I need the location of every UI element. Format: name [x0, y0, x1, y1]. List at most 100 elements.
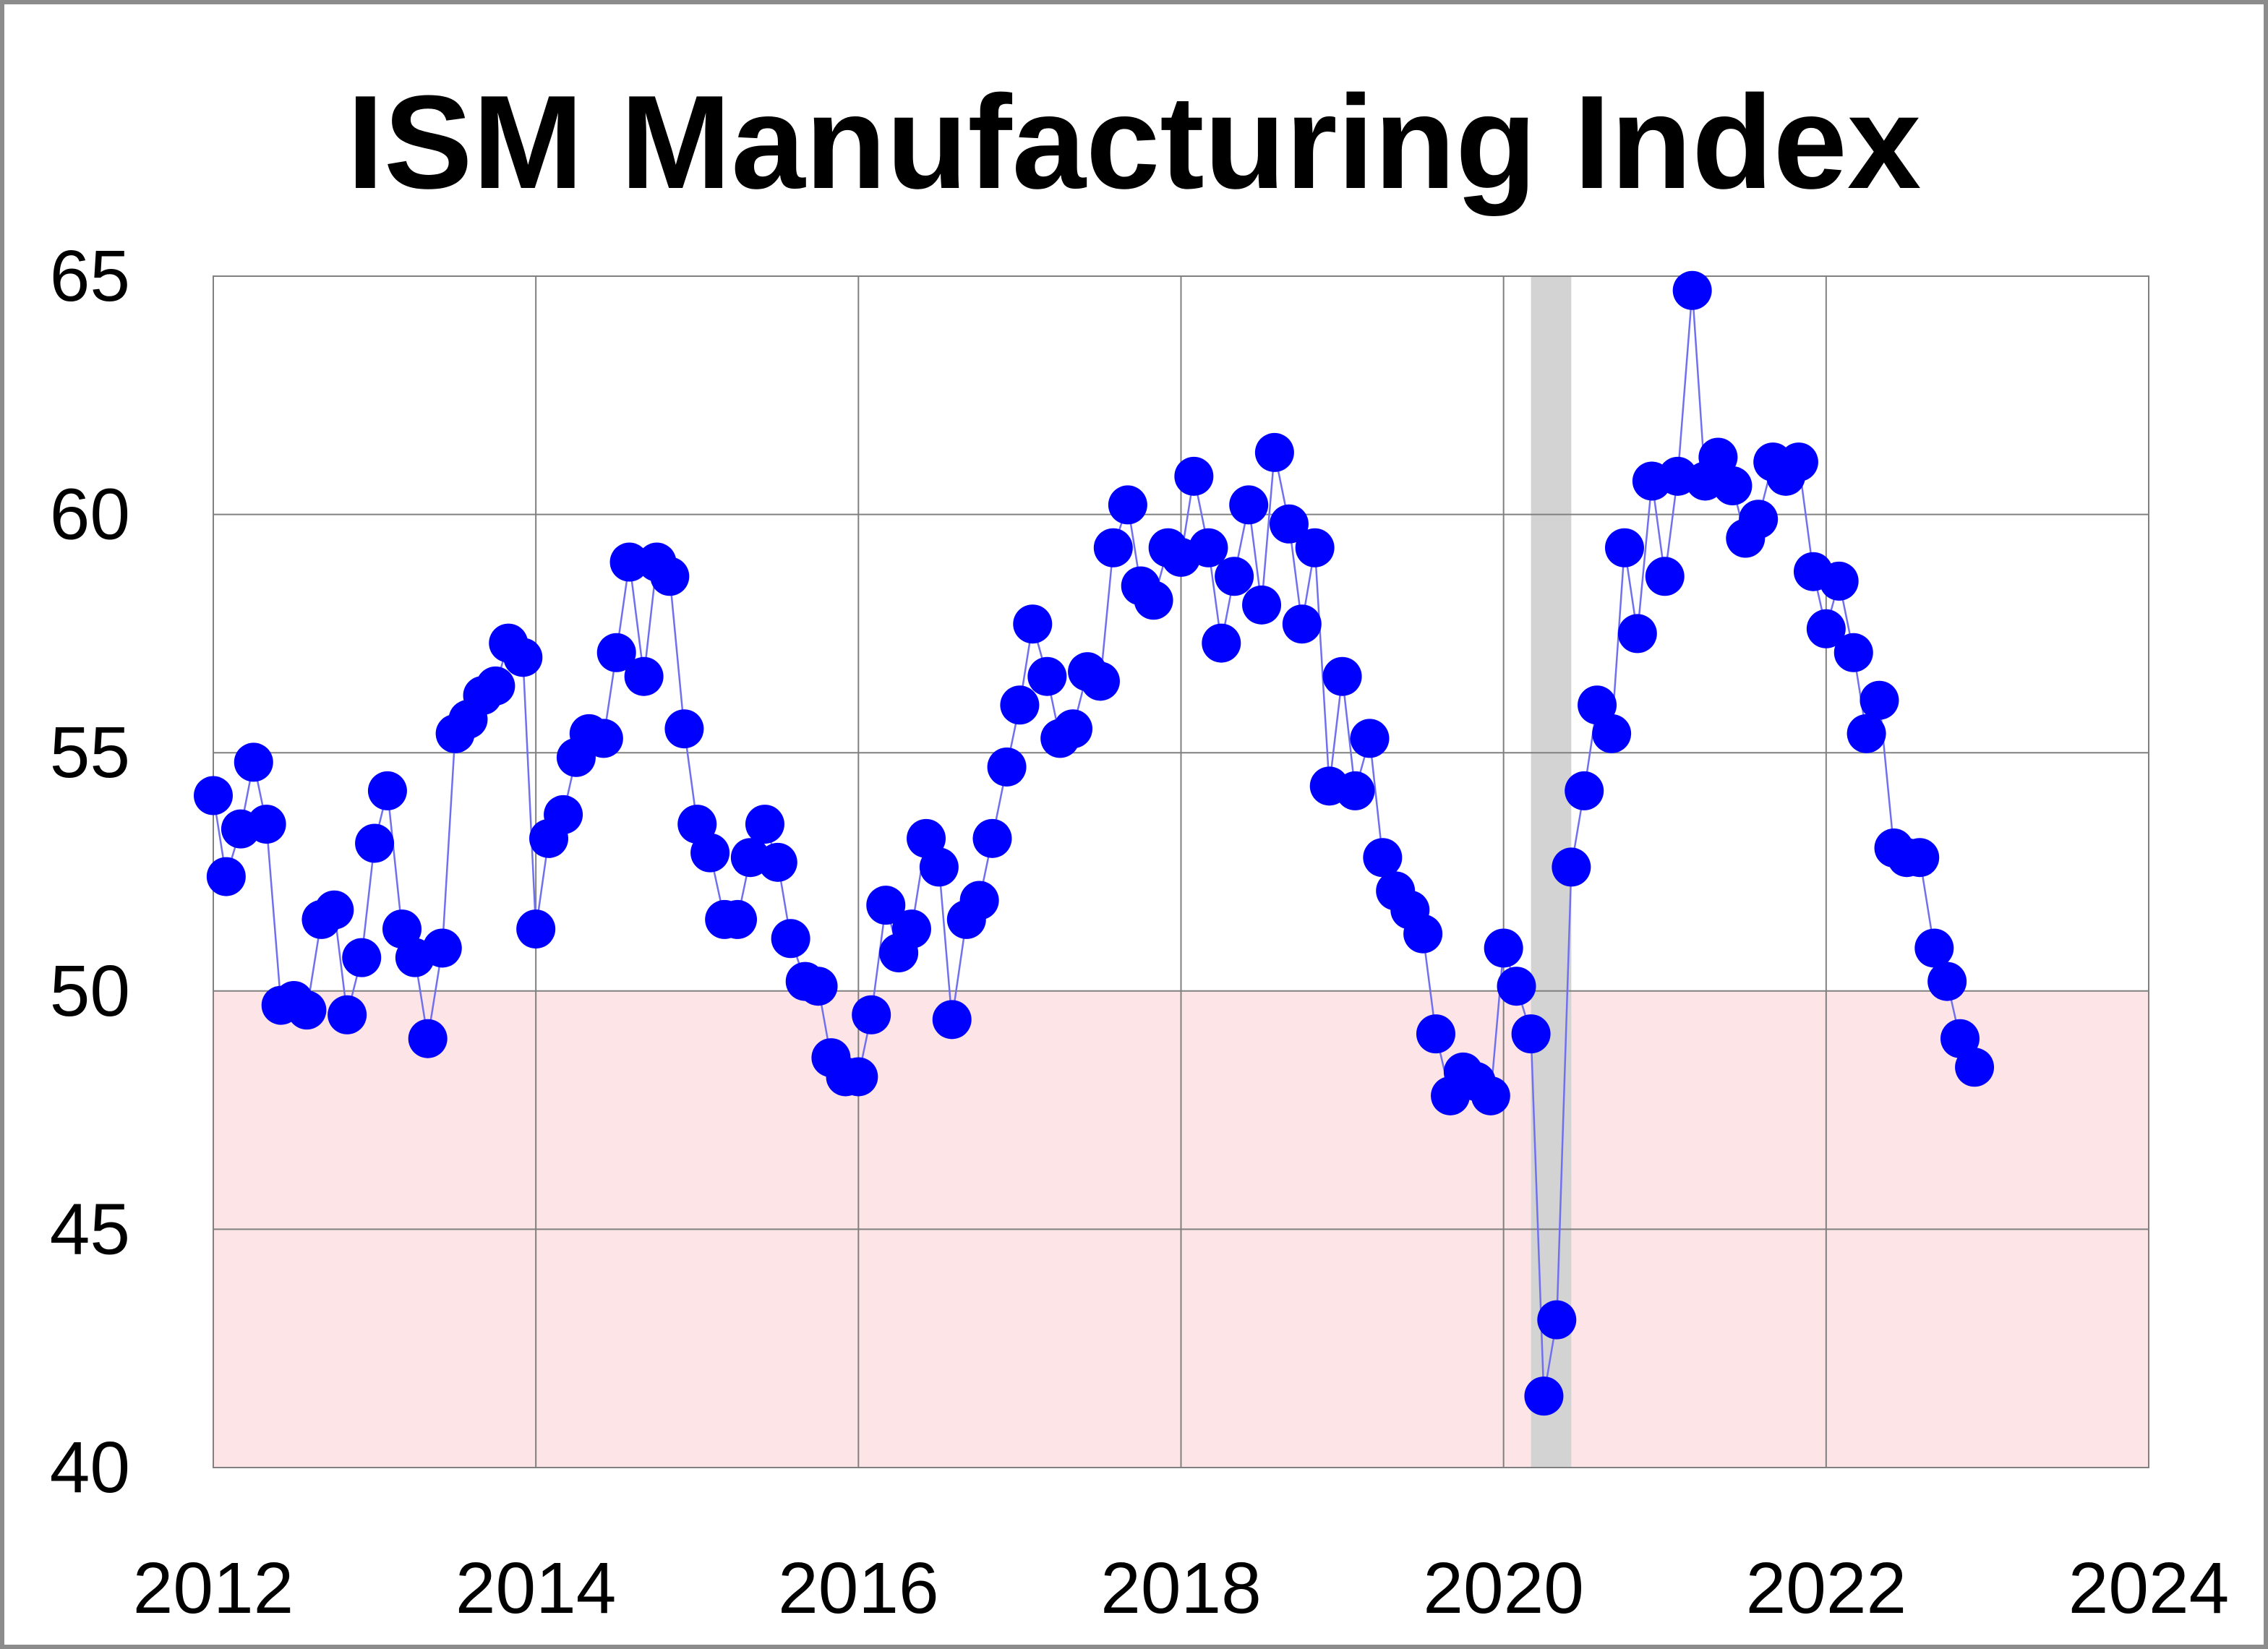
data-point	[1080, 661, 1120, 701]
data-point	[1350, 719, 1390, 758]
data-point	[1363, 838, 1403, 878]
data-point	[1229, 485, 1269, 525]
data-point	[1269, 504, 1309, 544]
y-tick-label: 40	[50, 1427, 130, 1508]
data-point	[1027, 656, 1067, 696]
data-point	[234, 742, 273, 782]
data-point	[1819, 561, 1859, 601]
data-point	[1013, 604, 1053, 644]
data-point	[1779, 442, 1818, 482]
data-point	[1202, 623, 1241, 663]
data-point	[1672, 270, 1712, 310]
data-point	[690, 833, 730, 873]
y-tick-label: 60	[50, 474, 130, 555]
data-point	[1806, 609, 1846, 648]
y-tick-label: 45	[50, 1188, 130, 1269]
series-markers	[194, 270, 1995, 1416]
data-point	[1914, 928, 1954, 968]
data-point	[1416, 1014, 1455, 1054]
y-axis-tick-labels: 40 45 50 55 60 65	[50, 236, 130, 1508]
data-point	[247, 805, 286, 844]
data-point	[1282, 604, 1322, 644]
data-point	[718, 899, 758, 939]
data-point	[503, 638, 543, 677]
data-point	[1403, 914, 1443, 954]
data-point	[758, 842, 797, 882]
data-point	[1645, 557, 1685, 596]
data-point	[1471, 1076, 1510, 1115]
data-point	[1134, 581, 1173, 620]
y-tick-label: 50	[50, 951, 130, 1032]
data-point	[328, 995, 367, 1035]
data-point	[932, 1000, 972, 1040]
data-point	[839, 1057, 878, 1097]
data-point	[1955, 1048, 1995, 1087]
data-point	[1108, 485, 1147, 525]
data-point	[1713, 466, 1753, 506]
data-point	[1242, 585, 1282, 625]
data-point	[624, 656, 664, 696]
data-point	[422, 928, 462, 968]
y-tick-label: 65	[50, 236, 130, 317]
data-point	[1927, 961, 1967, 1001]
data-point	[596, 633, 636, 672]
data-point	[1295, 528, 1335, 567]
data-point	[314, 890, 354, 930]
data-point	[1552, 847, 1591, 887]
x-tick-label: 2018	[1100, 1548, 1261, 1629]
data-point	[1739, 500, 1779, 539]
data-point	[1617, 614, 1657, 654]
data-point	[516, 909, 556, 949]
data-point	[1053, 709, 1093, 749]
data-point	[1335, 771, 1375, 810]
chart-title: ISM Manufacturing Index	[346, 67, 1922, 216]
x-tick-label: 2022	[1746, 1548, 1907, 1629]
data-point	[1565, 771, 1604, 810]
data-point	[367, 771, 407, 810]
data-point	[1189, 528, 1228, 567]
data-point	[650, 557, 690, 596]
data-point	[342, 938, 382, 977]
data-point	[1592, 714, 1632, 753]
data-point	[866, 886, 906, 925]
data-point	[919, 847, 959, 887]
x-tick-label: 2020	[1423, 1548, 1583, 1629]
data-point	[609, 542, 649, 582]
data-point	[1484, 928, 1523, 968]
data-point	[1604, 528, 1644, 567]
data-point	[1537, 1300, 1577, 1340]
data-point	[798, 967, 838, 1006]
data-point	[408, 1019, 448, 1058]
data-point	[1833, 633, 1873, 672]
x-tick-label: 2016	[778, 1548, 938, 1629]
data-point	[206, 857, 246, 896]
data-point	[1000, 685, 1040, 725]
y-tick-label: 55	[50, 712, 130, 793]
data-point	[583, 719, 623, 758]
data-point	[1860, 680, 1899, 720]
data-point	[1254, 432, 1294, 472]
data-point	[1847, 714, 1886, 753]
data-point	[1524, 1376, 1564, 1416]
data-point	[771, 919, 810, 959]
data-point	[544, 794, 583, 834]
data-point	[745, 805, 784, 844]
data-point	[1215, 557, 1254, 596]
data-point	[1174, 456, 1214, 496]
x-axis-tick-labels: 2012 2014 2016 2018 2020 2022 2024	[133, 1548, 2229, 1629]
data-point	[1497, 967, 1536, 1006]
data-point	[959, 881, 999, 920]
x-tick-label: 2014	[455, 1548, 616, 1629]
data-point	[287, 990, 327, 1030]
data-point	[972, 818, 1012, 858]
data-point	[1511, 1014, 1551, 1054]
x-tick-label: 2012	[133, 1548, 294, 1629]
gridlines	[213, 275, 2149, 1468]
data-point	[1093, 528, 1133, 567]
data-point	[664, 709, 704, 749]
data-point	[194, 776, 233, 815]
data-point	[852, 995, 891, 1035]
data-point	[1322, 656, 1362, 696]
data-point	[891, 909, 931, 949]
